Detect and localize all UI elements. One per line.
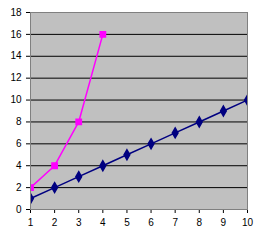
svg-text:10: 10 — [10, 94, 22, 105]
svg-text:16: 16 — [10, 29, 22, 40]
svg-text:0: 0 — [16, 204, 22, 215]
svg-text:18: 18 — [10, 7, 22, 18]
svg-text:2: 2 — [52, 217, 58, 228]
svg-text:6: 6 — [16, 138, 22, 149]
svg-text:6: 6 — [148, 217, 154, 228]
svg-text:2: 2 — [16, 182, 22, 193]
svg-text:12: 12 — [10, 72, 22, 83]
svg-text:3: 3 — [76, 217, 82, 228]
svg-text:14: 14 — [10, 50, 22, 61]
svg-text:5: 5 — [124, 217, 130, 228]
svg-text:8: 8 — [196, 217, 202, 228]
svg-text:4: 4 — [100, 217, 106, 228]
svg-text:7: 7 — [172, 217, 178, 228]
svg-text:4: 4 — [16, 160, 22, 171]
svg-text:8: 8 — [16, 116, 22, 127]
svg-text:1: 1 — [28, 217, 34, 228]
svg-text:9: 9 — [221, 217, 227, 228]
svg-text:10: 10 — [242, 217, 254, 228]
